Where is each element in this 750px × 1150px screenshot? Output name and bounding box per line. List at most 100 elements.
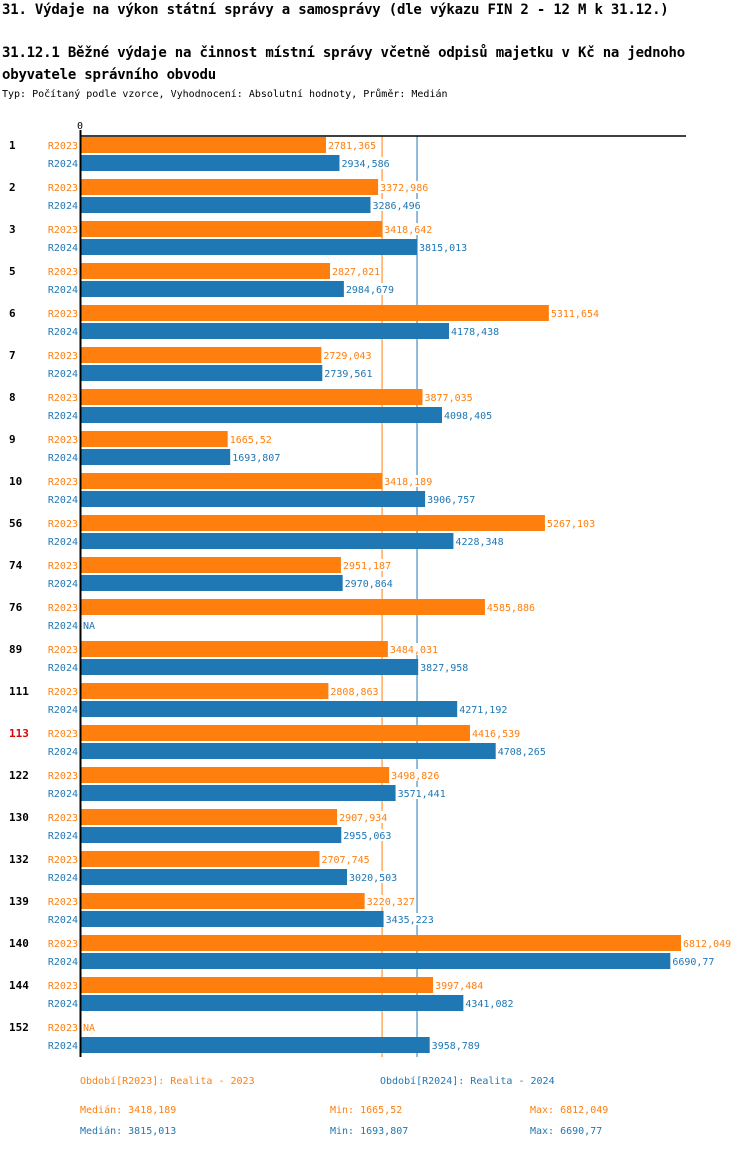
data-label: 2781,365 — [328, 141, 376, 152]
data-label: 2707,745 — [321, 855, 369, 866]
bar-r2023 — [81, 893, 365, 909]
category-label: 76 — [9, 601, 23, 614]
bar-r2024 — [81, 869, 348, 885]
bar-r2024 — [81, 659, 419, 675]
data-label-bg — [450, 325, 500, 337]
bar-r2023 — [81, 683, 329, 699]
series-label: R2024 — [48, 243, 78, 254]
series-label: R2023 — [48, 981, 78, 992]
data-label: 2934,586 — [341, 159, 389, 170]
series-label: R2024 — [48, 201, 78, 212]
data-label-bg — [496, 745, 547, 757]
data-label: 3372,986 — [380, 183, 428, 194]
data-label-bg — [228, 433, 273, 445]
data-label: 3815,013 — [419, 243, 467, 254]
category-label: 130 — [9, 811, 29, 824]
data-label-bg — [549, 307, 600, 319]
data-label: 3571,441 — [398, 789, 446, 800]
data-label-bg — [545, 517, 596, 529]
data-label: 4708,265 — [498, 747, 546, 758]
series-label: R2023 — [48, 939, 78, 950]
category-label: 3 — [9, 223, 16, 236]
series-label: R2024 — [48, 1041, 78, 1052]
bar-r2024 — [81, 785, 396, 801]
data-label: 2827,021 — [332, 267, 380, 278]
category-label: 10 — [9, 475, 22, 488]
data-label: 4228,348 — [455, 537, 503, 548]
series-label: R2023 — [48, 561, 78, 572]
data-label: 3220,327 — [367, 897, 415, 908]
data-label: 3827,958 — [420, 663, 468, 674]
data-label: 3958,789 — [432, 1041, 480, 1052]
data-label: 3877,035 — [424, 393, 472, 404]
data-label: 3498,826 — [391, 771, 439, 782]
series-label: R2024 — [48, 789, 78, 800]
bar-r2023 — [81, 557, 341, 573]
series-label: R2023 — [48, 267, 78, 278]
category-label: 9 — [9, 433, 16, 446]
series-label: R2023 — [48, 183, 78, 194]
series-label: R2024 — [48, 747, 78, 758]
data-label-bg — [471, 727, 521, 739]
legend-r2024: Období[R2024]: Realita - 2024 — [380, 1076, 555, 1087]
data-label-bg — [365, 895, 416, 907]
bar-r2023 — [81, 725, 471, 741]
series-label: R2024 — [48, 495, 78, 506]
data-label: 3997,484 — [435, 981, 483, 992]
series-label: R2024 — [48, 873, 78, 884]
series-label: R2023 — [48, 603, 78, 614]
series-label: R2024 — [48, 999, 78, 1010]
data-label-bg — [426, 493, 476, 505]
series-label: R2023 — [48, 813, 78, 824]
data-label-bg — [464, 997, 515, 1009]
series-label: R2024 — [48, 453, 78, 464]
legend-r2023: Období[R2023]: Realita - 2023 — [80, 1076, 255, 1087]
series-label: R2024 — [48, 285, 78, 296]
data-label: 2729,043 — [323, 351, 371, 362]
series-label: R2023 — [48, 477, 78, 488]
category-label: 2 — [9, 181, 16, 194]
bar-r2024 — [81, 239, 418, 255]
data-label: 2970,864 — [345, 579, 393, 590]
data-label: 3286,496 — [372, 201, 420, 212]
bar-r2024 — [81, 155, 340, 171]
x-tick-label: 0 — [77, 121, 83, 132]
bar-r2023 — [81, 851, 320, 867]
category-label: 140 — [9, 937, 29, 950]
data-label: 2984,679 — [346, 285, 394, 296]
data-label: 4416,539 — [472, 729, 520, 740]
data-label-bg — [348, 871, 398, 883]
data-label: 5267,103 — [547, 519, 595, 530]
bar-r2024 — [81, 953, 671, 969]
data-label: 4585,886 — [487, 603, 535, 614]
series-label: R2023 — [48, 771, 78, 782]
data-label: NA — [83, 621, 95, 632]
bar-r2024 — [81, 323, 450, 339]
series-label: R2024 — [48, 537, 78, 548]
bar-r2023 — [81, 641, 388, 657]
data-label-bg — [341, 559, 392, 571]
data-label-bg — [682, 937, 732, 949]
bar-r2024 — [81, 407, 442, 423]
data-label-bg — [434, 979, 484, 991]
series-label: R2023 — [48, 645, 78, 656]
stat-median-r2023: Medián: 3418,189 — [80, 1105, 177, 1116]
data-label: 1693,807 — [232, 453, 280, 464]
data-label: 3484,031 — [390, 645, 438, 656]
data-label: 3435,223 — [386, 915, 434, 926]
series-label: R2023 — [48, 897, 78, 908]
bar-r2024 — [81, 995, 464, 1011]
category-label: 74 — [9, 559, 23, 572]
bar-r2024 — [81, 491, 426, 507]
category-label: 144 — [9, 979, 29, 992]
bar-r2023 — [81, 137, 326, 153]
series-label: R2024 — [48, 411, 78, 422]
data-label: 6690,77 — [672, 957, 714, 968]
series-label: R2024 — [48, 621, 78, 632]
data-label-bg — [379, 181, 429, 193]
data-label-bg — [231, 451, 281, 463]
series-label: R2023 — [48, 309, 78, 320]
category-label: 6 — [9, 307, 16, 320]
data-label-bg — [423, 391, 474, 403]
